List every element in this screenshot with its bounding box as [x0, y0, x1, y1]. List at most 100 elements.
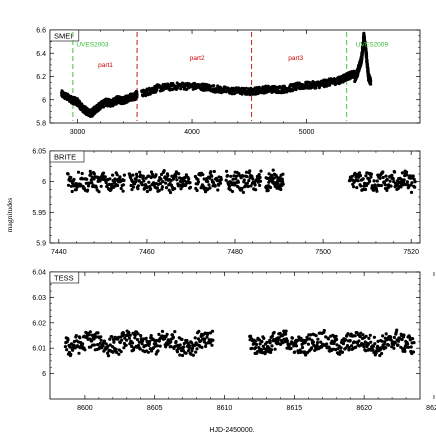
smei-title: SMEI	[54, 32, 72, 41]
tess-y-tick-label: 6	[42, 371, 46, 378]
brite-data-point	[234, 177, 238, 181]
tess-data-point	[371, 348, 375, 352]
tess-data-point	[273, 347, 277, 351]
tess-data-point	[74, 334, 78, 338]
brite-data-point	[240, 186, 244, 190]
tess-data-point	[180, 337, 184, 341]
tess-data-point	[77, 351, 81, 355]
brite-data-point	[413, 185, 417, 189]
brite-data-point	[103, 175, 107, 179]
brite-data-point	[208, 186, 212, 190]
tess-data-point	[173, 330, 177, 334]
brite-data-point	[155, 186, 159, 190]
tess-data-point	[314, 334, 318, 338]
brite-data-point	[381, 170, 385, 174]
smei-data-point	[234, 86, 238, 90]
tess-title-box	[49, 271, 80, 284]
brite-data-point	[110, 182, 114, 186]
brite-data-point	[195, 188, 199, 193]
brite-data-point	[385, 177, 389, 181]
brite-data-point	[242, 178, 246, 182]
brite-data-point	[241, 174, 245, 178]
tess-data-point	[130, 341, 135, 345]
brite-data-point	[356, 179, 360, 183]
tess-data-point	[384, 346, 388, 350]
brite-data-point	[350, 174, 354, 178]
tess-data-point	[155, 344, 160, 348]
tess-data-point	[120, 338, 124, 342]
brite-data-point	[254, 188, 258, 192]
tess-data-point	[133, 336, 137, 340]
brite-data-point	[139, 173, 143, 177]
brite-data-point	[411, 174, 415, 178]
tess-data-point	[298, 348, 302, 352]
tess-data-point	[88, 330, 92, 334]
brite-x-tick-label: 7520	[403, 249, 419, 256]
tess-data-point	[96, 343, 100, 347]
brite-data-point	[111, 173, 115, 177]
brite-data-point	[267, 172, 271, 176]
brite-data-point	[98, 178, 102, 182]
tess-data-point	[396, 343, 400, 347]
brite-data-point	[258, 179, 263, 183]
brite-data-point	[175, 178, 179, 182]
brite-data-point	[164, 181, 168, 185]
smei-data-point	[369, 79, 373, 83]
tess-data-point	[366, 342, 370, 346]
tess-data-point	[144, 336, 148, 340]
tess-data-point	[326, 337, 330, 341]
brite-data-point	[243, 184, 247, 188]
tess-data-point	[94, 335, 98, 339]
brite-data-point	[172, 176, 176, 180]
brite-data-point	[405, 173, 409, 177]
brite-data-point	[160, 185, 164, 189]
tess-data-point	[210, 343, 214, 347]
brite-data-point	[89, 178, 93, 182]
brite-data-point	[202, 177, 206, 181]
tess-data-point	[341, 342, 345, 346]
brite-y-tick-label: 6	[42, 179, 46, 186]
tess-data-point	[195, 347, 199, 351]
brite-data-point	[108, 177, 112, 181]
tess-data-point	[164, 345, 168, 349]
tess-data-point	[160, 329, 165, 333]
brite-data-point	[248, 169, 252, 173]
brite-panel: 7440 7460 7480 7500 7520 5.9 5.95 6 6.05 BRITE	[32, 149, 421, 256]
tess-data-point	[362, 345, 366, 349]
tess-plot-frame	[49, 271, 421, 400]
tess-data-point	[150, 349, 154, 353]
brite-data-point	[397, 180, 401, 184]
tess-data-point	[182, 341, 186, 346]
smei-data-point	[176, 86, 179, 90]
tess-data-point	[169, 345, 173, 349]
smei-annotation: part3	[288, 55, 303, 62]
tess-data-point	[403, 349, 407, 353]
brite-data-point	[281, 172, 285, 176]
brite-data-point	[135, 174, 139, 178]
tess-data-point	[393, 341, 397, 345]
tess-data-point	[148, 339, 152, 343]
brite-data-point	[188, 185, 193, 189]
brite-data-point	[140, 183, 144, 187]
smei-y-tick-label: 6.4	[36, 51, 46, 58]
tess-data-point	[178, 343, 182, 347]
tess-data-point	[139, 334, 143, 338]
brite-data-point	[173, 187, 177, 191]
tess-data-point	[340, 350, 345, 354]
tess-x-tick-label: 8615	[287, 405, 303, 412]
brite-data-point	[196, 180, 200, 184]
smei-data-point	[144, 94, 148, 98]
tess-x-tick-label: 8620	[356, 405, 372, 412]
tess-panel: 8600 8605 8610 8615 8620 8625 6 6.01 6.02 6.03 6.0…	[32, 270, 436, 413]
tess-data-point	[182, 345, 186, 349]
brite-data-point	[402, 178, 406, 182]
smei-data-point	[155, 88, 159, 92]
tess-y-tick-label: 6.03	[32, 295, 46, 302]
tess-data-point	[384, 332, 388, 336]
brite-data-point	[402, 180, 406, 184]
tess-data-point	[284, 332, 288, 336]
tess-data-point	[294, 344, 299, 348]
brite-data-point	[206, 180, 210, 184]
brite-data-point	[368, 179, 372, 183]
